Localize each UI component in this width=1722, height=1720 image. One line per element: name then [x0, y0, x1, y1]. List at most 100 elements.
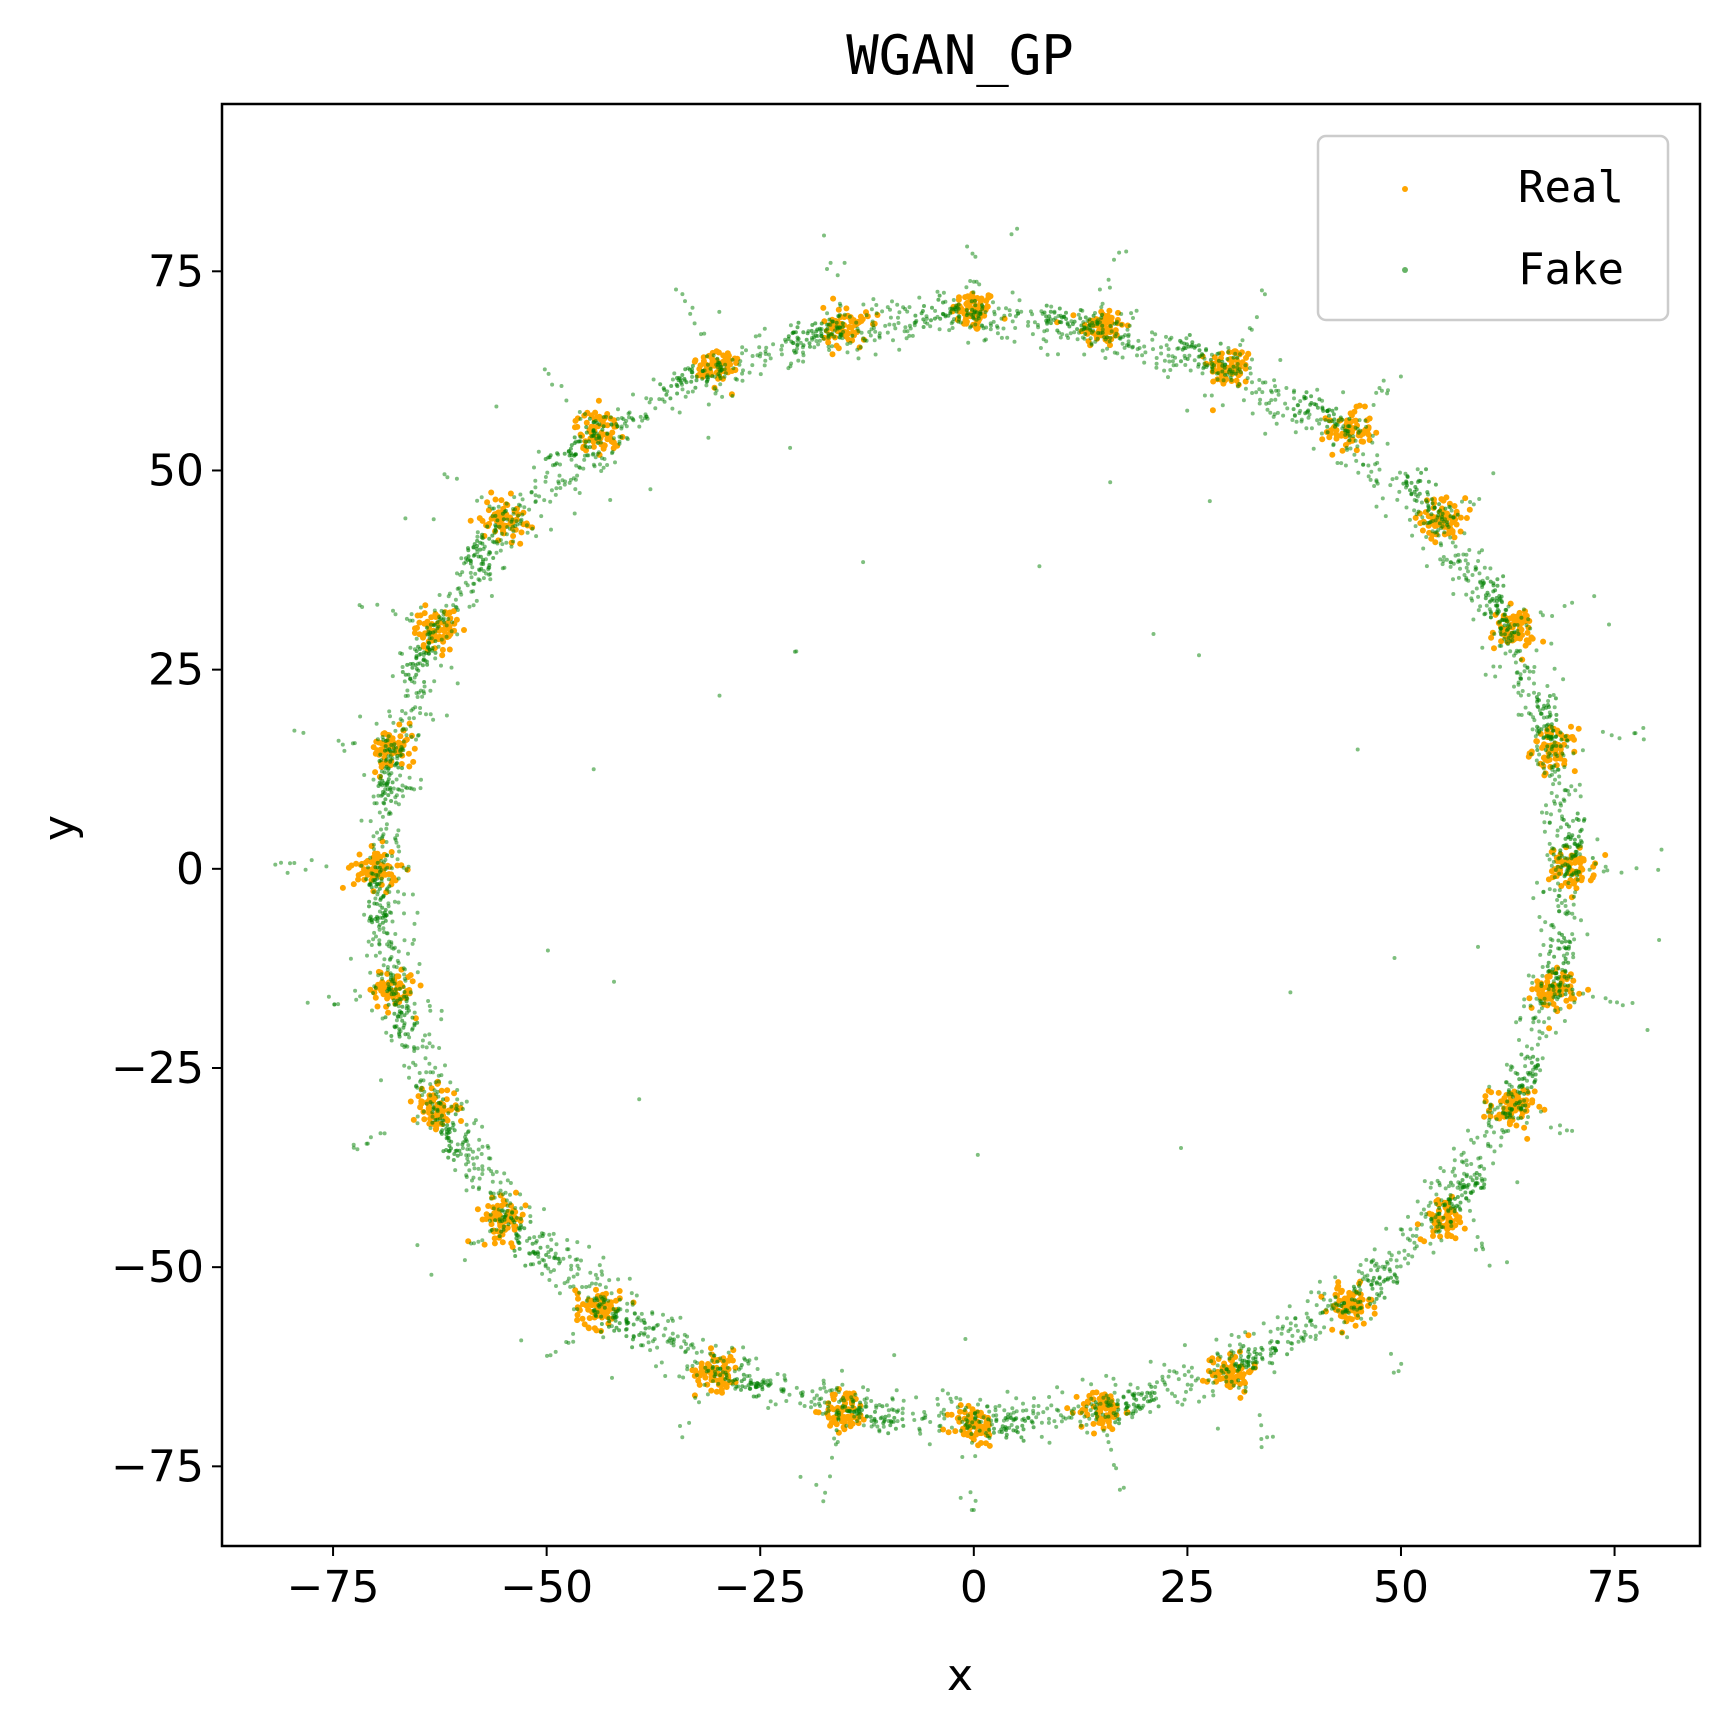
fake-point [830, 344, 834, 349]
fake-point [1540, 1031, 1545, 1036]
real-point [1576, 857, 1583, 864]
fake-point [369, 943, 374, 947]
fake-point [1525, 1086, 1530, 1091]
fake-point [407, 1035, 412, 1040]
fake-point [1123, 333, 1128, 338]
fake-point [1103, 356, 1108, 360]
fake-point [1175, 1400, 1180, 1405]
fake-point [1558, 744, 1563, 749]
fake-point [1436, 533, 1441, 538]
real-point [1572, 859, 1578, 866]
fake-point [1041, 1410, 1046, 1415]
fake-point [1375, 460, 1380, 465]
fake-point [1031, 1404, 1036, 1409]
fake-point [1462, 531, 1467, 536]
fake-point [1556, 881, 1560, 886]
fake-point [1567, 865, 1572, 870]
fake-point [1491, 581, 1496, 586]
fake-point [639, 1311, 644, 1316]
fake-point [502, 1171, 507, 1176]
fake-point [409, 708, 414, 713]
fake-point [1215, 1363, 1220, 1368]
fake-point [508, 1192, 512, 1197]
fake-point [439, 1017, 444, 1022]
fake-point [1283, 401, 1288, 406]
fake-point [480, 1124, 485, 1129]
fake-point [1224, 1379, 1229, 1384]
fake-point [387, 890, 392, 894]
fake-point [1125, 327, 1130, 332]
fake-point [1056, 352, 1060, 357]
fake-point [385, 967, 390, 972]
fake-point [1135, 353, 1139, 358]
fake-point [1452, 1166, 1456, 1171]
fake-point [686, 1346, 691, 1351]
fake-point [1005, 335, 1010, 340]
fake-point [1260, 390, 1265, 395]
fake-point [1317, 397, 1322, 402]
fake-point [762, 326, 767, 331]
fake-point [979, 323, 984, 328]
fake-point [1390, 477, 1395, 482]
fake-point [1223, 362, 1227, 367]
fake-point [1318, 417, 1323, 422]
fake-point [1179, 340, 1184, 345]
fake-point [1553, 752, 1558, 756]
fake-point [422, 691, 427, 696]
fake-point [825, 311, 830, 316]
fake-point [1083, 315, 1088, 320]
fake-point [672, 1337, 677, 1342]
fake-point [1026, 323, 1030, 328]
fake-point [500, 542, 505, 547]
fake-point [1493, 588, 1498, 593]
fake-point [1601, 869, 1606, 874]
fake-point [1069, 1415, 1074, 1420]
fake-point [1276, 392, 1281, 397]
fake-point [1487, 1117, 1492, 1122]
fake-point [1451, 515, 1456, 520]
fake-point [677, 410, 682, 415]
fake-point [374, 721, 379, 726]
real-point [412, 1015, 419, 1022]
fake-point [1509, 1064, 1514, 1069]
fake-point [1089, 341, 1094, 346]
fake-point [380, 814, 385, 819]
fake-point [426, 999, 431, 1003]
fake-point [871, 323, 876, 328]
fake-point [1328, 1298, 1333, 1303]
fake-point [1334, 406, 1339, 411]
fake-point [418, 605, 423, 610]
fake-point [1129, 311, 1134, 316]
fake-point [542, 498, 547, 503]
real-point [583, 1302, 590, 1309]
fake-point [1303, 1332, 1308, 1337]
fake-point [1148, 1359, 1153, 1364]
fake-point [1476, 594, 1481, 599]
fake-point [1008, 1412, 1013, 1417]
fake-point [1484, 1129, 1489, 1134]
fake-point [412, 1001, 417, 1006]
fake-point [711, 353, 716, 358]
fake-point [395, 857, 400, 862]
fake-point [726, 1350, 731, 1355]
fake-point [476, 1147, 481, 1152]
fake-point [1480, 548, 1484, 553]
fake-point [836, 1390, 841, 1394]
fake-point [657, 397, 662, 402]
fake-point [649, 397, 653, 402]
fake-point [1140, 353, 1145, 358]
fake-point [1284, 386, 1289, 390]
fake-point [1453, 1173, 1457, 1178]
fake-point [552, 1268, 556, 1273]
fake-point [1400, 1232, 1405, 1237]
fake-point [533, 493, 538, 498]
fake-point [826, 1408, 831, 1413]
fake-point [1290, 1333, 1295, 1338]
fake-point [869, 1399, 874, 1403]
fake-point [525, 530, 530, 535]
fake-point [505, 517, 510, 522]
fake-point [1554, 743, 1559, 748]
fake-point [384, 826, 389, 831]
real-point [1437, 1233, 1444, 1240]
fake-point [537, 494, 542, 499]
